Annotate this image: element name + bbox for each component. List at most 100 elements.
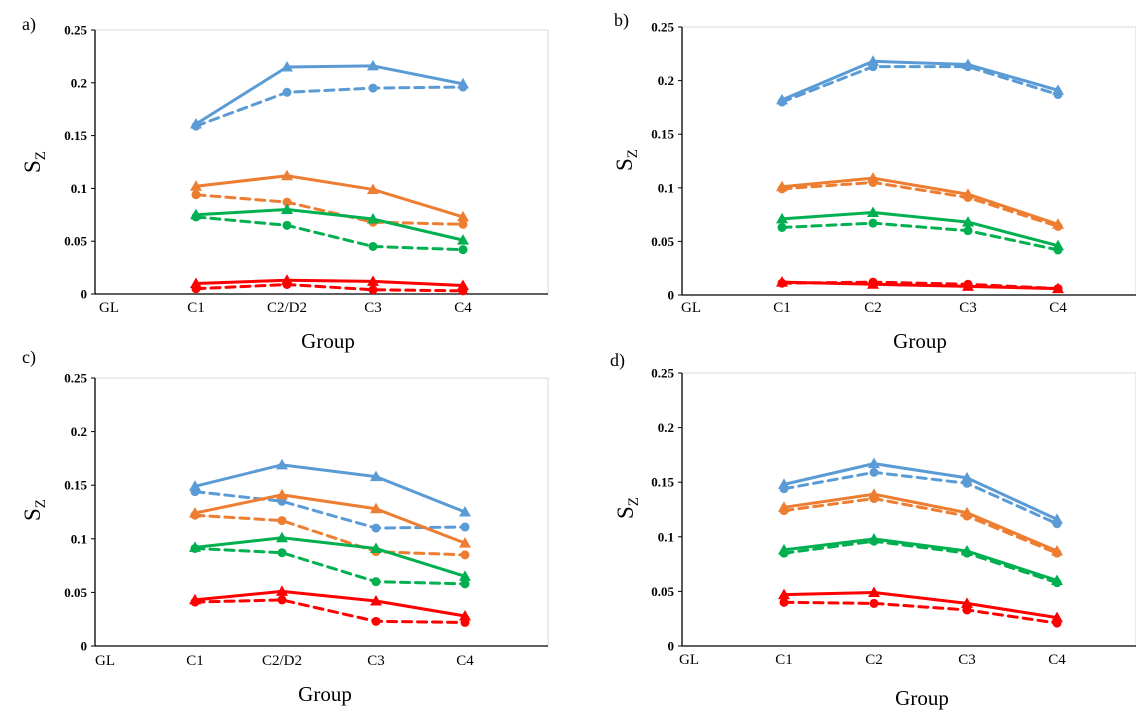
data-point: [191, 121, 201, 131]
chart-panel-d: d) 0 0.05 0.1 0.15 0.2 0.25 GL C1 C2 C3 C4 Group SZ: [610, 350, 1136, 710]
chart-panel-b: b) 0 0.05 0.1 0.15 0.2 0.25 GL C1 C2 C3 C4 Group SZ: [612, 10, 1136, 353]
x-axis-title: Group: [895, 686, 949, 710]
x-tick-label: GL: [679, 652, 699, 668]
data-point: [368, 83, 378, 93]
series-line-7: [193, 598, 467, 624]
data-point: [368, 241, 378, 251]
y-tick-label: 0.2: [658, 73, 674, 88]
data-point: [367, 213, 379, 224]
chart-panel-c: c) 0 0.05 0.1 0.15 0.2 0.25 GL C1 C2/D2 C3 C4 Group S…: [20, 347, 549, 706]
x-tick-label: C3: [958, 652, 976, 668]
data-point: [460, 617, 470, 627]
y-tick-label: 0.1: [71, 181, 87, 196]
data-point: [961, 597, 973, 608]
data-point: [370, 502, 382, 514]
y-axis-title-subscript: Z: [625, 149, 641, 158]
data-point: [370, 542, 382, 553]
x-tick-label: C1: [186, 653, 204, 669]
data-point: [459, 537, 471, 548]
data-point: [458, 82, 468, 92]
y-tick-label: 0.15: [651, 475, 674, 490]
data-point: [190, 597, 200, 607]
data-point: [963, 279, 973, 289]
series-line-0: [193, 463, 467, 514]
data-point: [282, 87, 292, 97]
data-point: [867, 206, 879, 217]
data-point: [277, 595, 287, 605]
data-point: [869, 598, 879, 608]
data-point: [371, 577, 381, 587]
data-point: [276, 458, 288, 470]
series-line-1: [194, 85, 465, 128]
series-line-5: [194, 215, 465, 252]
data-point: [370, 594, 382, 606]
data-point: [281, 60, 293, 72]
data-point: [963, 62, 973, 72]
data-point: [962, 216, 974, 227]
y-tick-label: 0.25: [64, 371, 87, 386]
data-point: [779, 548, 789, 558]
y-tick-label: 0: [668, 639, 675, 654]
series-line-3: [782, 497, 1059, 555]
data-point: [276, 531, 288, 543]
y-axis-title-main: S: [20, 508, 45, 521]
series-line-2: [780, 176, 1060, 226]
data-point: [961, 471, 973, 483]
data-point: [459, 570, 471, 581]
data-point: [869, 536, 879, 546]
data-point: [777, 184, 787, 194]
x-axis-title: Group: [893, 329, 947, 353]
data-point: [867, 55, 879, 66]
series-line-4: [193, 536, 467, 578]
data-point: [962, 605, 972, 615]
series-line-3: [194, 193, 465, 226]
y-tick-label: 0: [81, 639, 88, 654]
x-tick-label: C1: [773, 300, 791, 316]
data-point: [868, 586, 880, 597]
data-point: [1052, 578, 1062, 588]
data-point: [778, 588, 790, 600]
data-point: [869, 494, 879, 504]
y-tick-label: 0.2: [658, 420, 674, 435]
x-tick-label: C3: [364, 300, 382, 316]
series-line-0: [782, 462, 1059, 521]
y-axis-title-subscript: Z: [33, 151, 49, 160]
data-point: [458, 219, 468, 229]
series-line-4: [194, 208, 465, 242]
x-tick-label: GL: [95, 653, 115, 669]
x-tick-label: C1: [775, 652, 793, 668]
data-point: [190, 277, 202, 288]
y-tick-label: 0.05: [651, 234, 674, 249]
panel-label: c): [22, 347, 36, 368]
data-point: [457, 234, 469, 245]
data-point: [1053, 221, 1063, 231]
data-point: [1052, 519, 1062, 529]
y-axis-title-subscript: Z: [626, 497, 642, 506]
data-point: [367, 183, 379, 194]
x-tick-label: C2/D2: [267, 300, 307, 316]
panel-label: a): [22, 14, 36, 35]
data-point: [276, 585, 288, 596]
y-tick-label: 0.05: [64, 234, 87, 249]
data-point: [962, 478, 972, 488]
data-point: [191, 190, 201, 200]
series-line-7: [780, 280, 1060, 291]
data-point: [460, 579, 470, 589]
y-tick-label: 0.25: [651, 366, 674, 381]
panel-label: b): [614, 10, 629, 31]
data-point: [281, 169, 293, 181]
data-point: [777, 97, 787, 107]
data-point: [868, 62, 878, 72]
data-point: [367, 59, 379, 71]
data-point: [776, 212, 788, 224]
x-tick-label: C3: [959, 300, 977, 316]
x-tick-label: C1: [187, 300, 205, 316]
y-tick-label: 0: [668, 288, 675, 303]
data-point: [868, 218, 878, 228]
y-tick-label: 0.1: [71, 531, 87, 546]
y-tick-label: 0.25: [64, 23, 87, 38]
data-point: [779, 484, 789, 494]
x-axis-title: Group: [301, 329, 355, 353]
data-point: [189, 480, 201, 491]
x-tick-label: C4: [454, 300, 472, 316]
